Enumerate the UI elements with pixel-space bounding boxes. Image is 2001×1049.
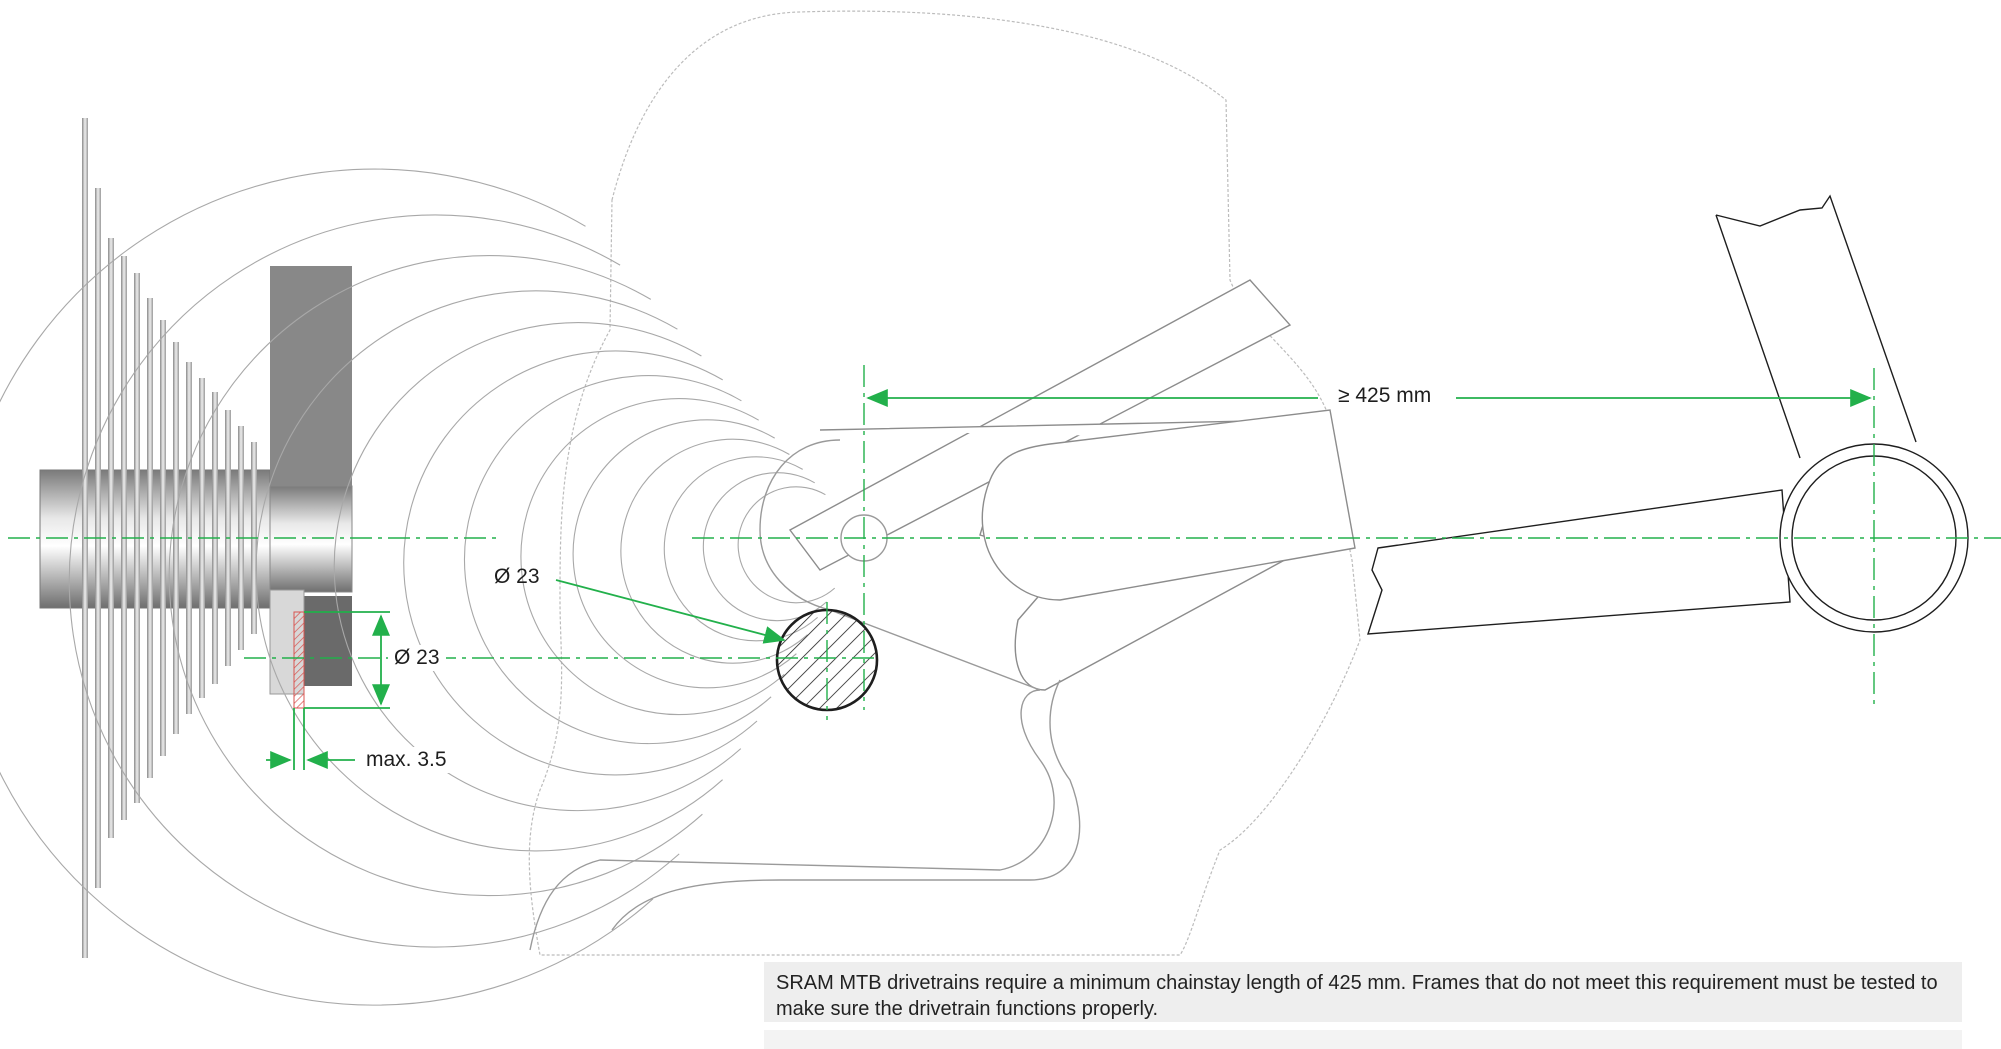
- tire-outline: [528, 10, 1361, 956]
- tread-ring: [620, 438, 808, 664]
- tire-and-chainstay-view: [0, 10, 1361, 1006]
- tread-rings: [0, 168, 836, 1006]
- seat-tube: [1715, 194, 1917, 459]
- bottom-bracket-view: [1367, 194, 1969, 635]
- tread-ring: [737, 486, 836, 604]
- tire-clearance-label: Ø 23: [494, 565, 540, 588]
- tread-ring: [463, 375, 772, 745]
- tread-ring: [663, 456, 818, 642]
- clearance-zone: [293, 611, 305, 709]
- chainstay-length-label: ≥ 425 mm: [1332, 383, 1438, 409]
- tread-ring: [255, 290, 723, 852]
- hub-clearance-label: Ø 23: [388, 645, 446, 671]
- tread-ring: [403, 350, 758, 776]
- cog: [108, 238, 114, 838]
- requirement-note: SRAM MTB drivetrains require a minimum c…: [764, 962, 1962, 1022]
- tread-ring: [520, 398, 785, 716]
- tread-ring: [333, 322, 742, 812]
- tread-ring: [572, 419, 797, 689]
- tread-ring: [702, 472, 827, 622]
- dimension-lines: [266, 389, 1872, 770]
- tread-ring: [68, 214, 680, 948]
- hub-axle: [39, 469, 271, 609]
- requirement-note-text: SRAM MTB drivetrains require a minimum c…: [776, 972, 1938, 1020]
- center-lines: [8, 365, 2001, 720]
- hub-body: [269, 485, 353, 593]
- max-offset-label: max. 3.5: [360, 747, 453, 773]
- chainstay-yoke: [981, 409, 1356, 601]
- down-tube: [1367, 489, 1791, 635]
- dropout-outline: [529, 439, 1081, 951]
- tire-leader: [555, 579, 786, 644]
- note-footer-bar: [764, 1030, 1962, 1049]
- tread-ring: [168, 255, 703, 897]
- tread-ring: [0, 168, 654, 1006]
